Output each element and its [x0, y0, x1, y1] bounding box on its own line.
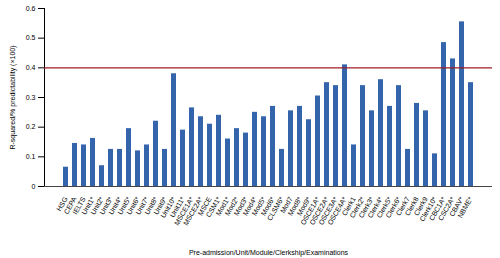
svg-text:Unit11*: Unit11*	[168, 195, 186, 219]
svg-text:CEPA: CEPA	[62, 195, 78, 216]
svg-text:Clerk6*: Clerk6*	[384, 195, 402, 219]
svg-text:Unit1*: Unit1*	[80, 195, 96, 216]
svg-text:HSG: HSG	[55, 195, 69, 213]
svg-text:Unit7*: Unit7*	[134, 195, 150, 216]
svg-text:Clerk8: Clerk8	[403, 195, 420, 217]
svg-text:OSCE1A*: OSCE1A*	[299, 195, 321, 227]
svg-text:OSCE4A*: OSCE4A*	[326, 195, 348, 227]
svg-text:OSCE3A*: OSCE3A*	[317, 195, 339, 227]
svg-text:CBC1A*: CBC1A*	[427, 195, 447, 222]
svg-text:CSC2A*: CSC2A*	[436, 195, 456, 222]
svg-text:Clerk1: Clerk1	[340, 195, 357, 217]
svg-text:Mod4*: Mod4*	[241, 195, 258, 217]
svg-text:OSCE2A*: OSCE2A*	[308, 195, 330, 227]
svg-text:MSCE: MSCE	[196, 195, 213, 217]
svg-text:Unit3*: Unit3*	[98, 195, 114, 216]
svg-text:CSM1*: CSM1*	[204, 195, 222, 219]
svg-text:IELTS: IELTS	[71, 195, 87, 216]
svg-text:Unit4*: Unit4*	[107, 195, 123, 216]
svg-text:Mod9*: Mod9*	[295, 195, 312, 217]
svg-text:Unit9*: Unit9*	[152, 195, 168, 216]
svg-text:Clerk9: Clerk9	[412, 195, 429, 217]
svg-text:Mod2*: Mod2*	[223, 195, 240, 217]
svg-text:Mod8*: Mod8*	[286, 195, 303, 217]
svg-text:Clerk3*: Clerk3*	[357, 195, 375, 219]
svg-text:Unit6*: Unit6*	[125, 195, 141, 216]
svg-text:MSCE2A*: MSCE2A*	[182, 195, 204, 227]
svg-text:Clerk10*: Clerk10*	[418, 195, 438, 223]
svg-text:Clerk5*: Clerk5*	[375, 195, 393, 219]
svg-text:Mod5*: Mod5*	[250, 195, 267, 217]
svg-text:CBAV*: CBAV*	[448, 195, 465, 218]
svg-text:0.5: 0.5	[26, 34, 36, 41]
svg-text:Mod7: Mod7	[279, 195, 294, 215]
svg-text:Clerk7: Clerk7	[394, 195, 411, 217]
svg-text:CLSM6*: CLSM6*	[265, 195, 285, 222]
svg-text:Unit2*: Unit2*	[89, 195, 105, 216]
svg-text:Pre-admission/Unit/Module/Cler: Pre-admission/Unit/Module/Clerkship/Exam…	[189, 249, 349, 257]
svg-text:NBME*: NBME*	[456, 195, 474, 219]
svg-text:Unit10*: Unit10*	[159, 195, 177, 219]
svg-text:0.1: 0.1	[26, 153, 36, 160]
svg-text:Clerk2*: Clerk2*	[348, 195, 366, 219]
svg-text:R-squared/% predictability (×1: R-squared/% predictability (×100)	[9, 45, 17, 149]
svg-text:0.6: 0.6	[26, 5, 36, 12]
svg-text:0.3: 0.3	[26, 94, 36, 101]
svg-text:Clerk4*: Clerk4*	[366, 195, 384, 219]
svg-text:Unit5*: Unit5*	[116, 195, 132, 216]
svg-text:0: 0	[32, 183, 36, 190]
svg-text:Mod3*: Mod3*	[232, 195, 249, 217]
svg-text:0.4: 0.4	[26, 64, 36, 71]
svg-text:0.2: 0.2	[26, 123, 36, 130]
svg-text:MSCE1A*: MSCE1A*	[173, 195, 195, 227]
svg-text:Unit8*: Unit8*	[143, 195, 159, 216]
svg-text:Mod6*: Mod6*	[259, 195, 276, 217]
svg-text:Mod1*: Mod1*	[214, 195, 231, 217]
